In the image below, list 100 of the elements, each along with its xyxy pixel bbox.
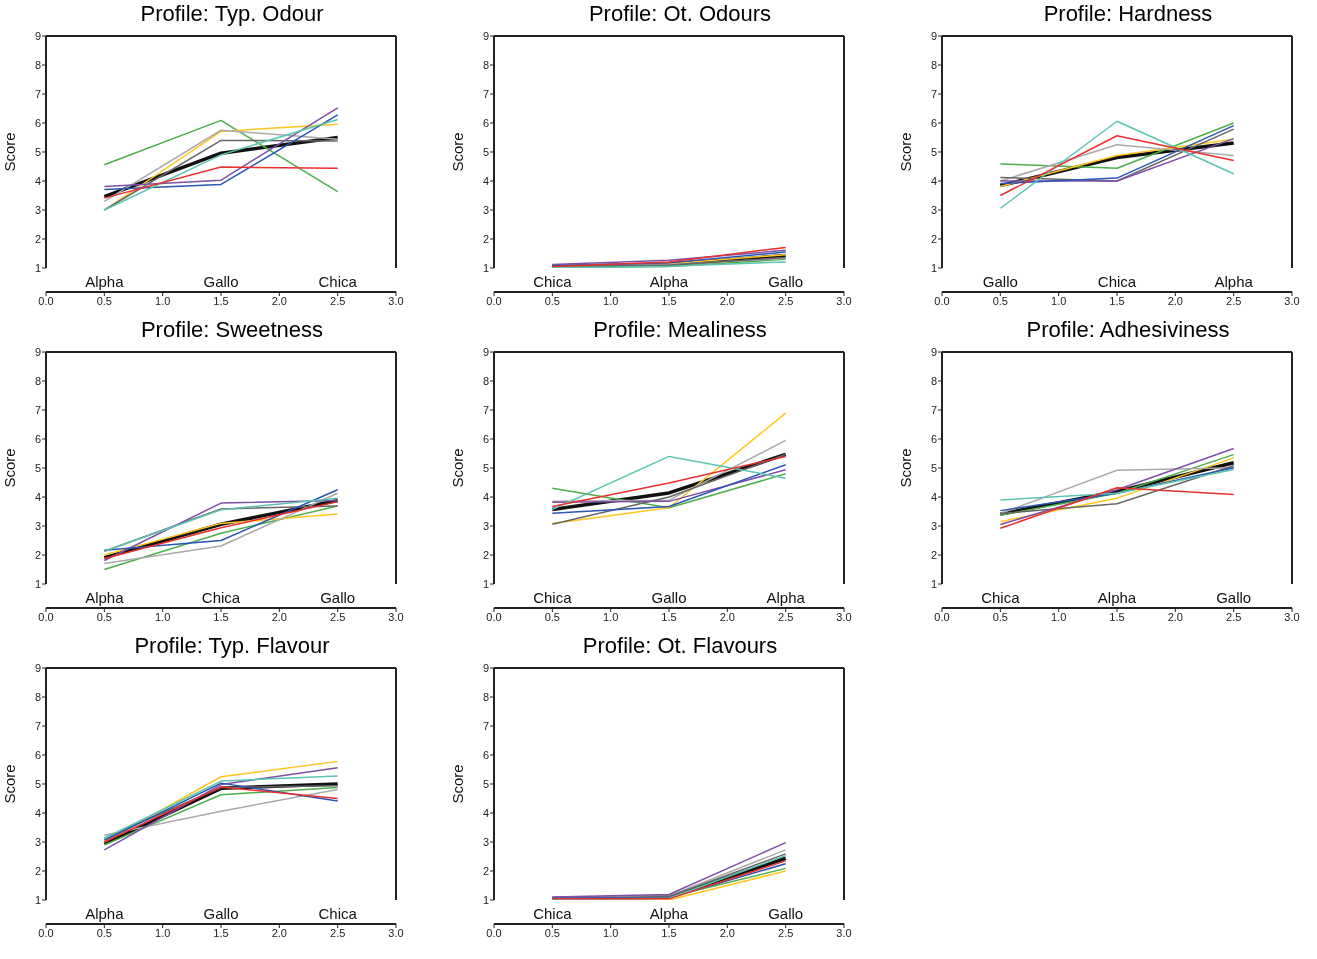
- y-tick-label: 7: [930, 87, 937, 100]
- y-tick-label: 2: [482, 548, 489, 561]
- y-tick-label: 1: [34, 261, 41, 274]
- y-tick-label: 9: [34, 29, 41, 42]
- chart-title: Profile: Ot. Flavours: [581, 632, 779, 660]
- x-tick-label: 2.5: [1226, 610, 1242, 623]
- x-tick-label: 2.5: [330, 610, 346, 623]
- chart-title: Profile: Hardness: [1042, 0, 1214, 28]
- text: Alpha: [649, 904, 689, 922]
- x-tick-label: 3.0: [388, 294, 404, 307]
- y-axis-title: Score: [897, 132, 915, 172]
- x-tick-label: 0.0: [38, 926, 54, 939]
- y-axis-title: Score: [1, 132, 19, 172]
- x-tick-label: 2.0: [1167, 610, 1183, 623]
- y-tick-label: 7: [482, 403, 489, 416]
- x-tick-label: 0.5: [544, 926, 560, 939]
- x-tick-label: 0.5: [992, 294, 1008, 307]
- y-tick-label: 5: [482, 145, 489, 158]
- x-tick-label: 2.5: [1226, 294, 1242, 307]
- y-tick-label: 8: [482, 374, 489, 387]
- y-tick-label: 4: [930, 174, 937, 187]
- x-tick-label: 1.0: [155, 294, 171, 307]
- x-tick-label: 0.0: [486, 610, 502, 623]
- y-tick-label: 8: [482, 58, 489, 71]
- y-axis-title: Score: [449, 764, 467, 804]
- text: Chica: [1097, 272, 1137, 290]
- x-tick-label: 3.0: [388, 610, 404, 623]
- y-tick-label: 8: [930, 58, 937, 71]
- text: Chica: [981, 588, 1021, 606]
- text: Gallo: [203, 272, 239, 290]
- x-tick-label: 0.5: [96, 294, 112, 307]
- text: Chica: [318, 272, 358, 290]
- x-tick-label: 2.0: [271, 610, 287, 623]
- text: Chica: [318, 904, 358, 922]
- y-tick-label: 5: [930, 461, 937, 474]
- text: Chica: [533, 272, 573, 290]
- y-tick-label: 6: [482, 432, 489, 445]
- y-tick-label: 7: [482, 87, 489, 100]
- y-axis-title: Score: [897, 448, 915, 488]
- y-tick-label: 3: [482, 519, 489, 532]
- x-tick-label: 0.0: [934, 294, 950, 307]
- x-tick-label: 3.0: [836, 610, 852, 623]
- x-tick-label: 2.5: [778, 294, 794, 307]
- y-tick-label: 4: [482, 806, 489, 819]
- x-tick-label: 1.5: [213, 610, 229, 623]
- y-tick-label: 5: [34, 461, 41, 474]
- y-tick-label: 2: [930, 232, 937, 245]
- text: Alpha: [649, 272, 689, 290]
- x-tick-label: 3.0: [1284, 294, 1300, 307]
- y-tick-label: 2: [34, 232, 41, 245]
- y-tick-label: 9: [930, 29, 937, 42]
- y-tick-label: 7: [482, 719, 489, 732]
- x-tick-label: 0.0: [486, 294, 502, 307]
- y-tick-label: 8: [930, 374, 937, 387]
- x-tick-label: 1.5: [1109, 610, 1125, 623]
- text: Alpha: [85, 272, 125, 290]
- x-tick-label: 0.0: [38, 610, 54, 623]
- y-tick-label: 5: [930, 145, 937, 158]
- y-tick-label: 1: [482, 577, 489, 590]
- y-tick-label: 4: [482, 174, 489, 187]
- y-tick-label: 8: [34, 374, 41, 387]
- y-tick-label: 9: [930, 345, 937, 358]
- text: Gallo: [651, 588, 687, 606]
- x-tick-label: 2.0: [271, 294, 287, 307]
- y-tick-label: 5: [482, 461, 489, 474]
- chart-title: Profile: Typ. Flavour: [133, 632, 331, 660]
- x-tick-label: 0.0: [486, 926, 502, 939]
- y-axis-title: Score: [449, 132, 467, 172]
- y-tick-label: 1: [482, 893, 489, 906]
- x-tick-label: 2.0: [719, 610, 735, 623]
- x-tick-label: 0.5: [544, 294, 560, 307]
- x-tick-label: 3.0: [836, 926, 852, 939]
- x-tick-label: 1.0: [155, 610, 171, 623]
- y-tick-label: 6: [482, 116, 489, 129]
- y-tick-label: 3: [482, 203, 489, 216]
- x-tick-label: 2.5: [778, 926, 794, 939]
- x-tick-label: 1.0: [1051, 294, 1067, 307]
- y-tick-label: 3: [930, 519, 937, 532]
- y-tick-label: 3: [34, 835, 41, 848]
- y-tick-label: 8: [34, 58, 41, 71]
- y-tick-label: 2: [482, 232, 489, 245]
- x-tick-label: 2.5: [778, 610, 794, 623]
- x-tick-label: 0.0: [934, 610, 950, 623]
- x-tick-label: 1.5: [661, 610, 677, 623]
- x-tick-label: 2.5: [330, 294, 346, 307]
- y-tick-label: 9: [482, 661, 489, 674]
- y-tick-label: 2: [930, 548, 937, 561]
- text: Gallo: [982, 272, 1018, 290]
- y-tick-label: 6: [930, 432, 937, 445]
- y-tick-label: 1: [34, 577, 41, 590]
- text: Gallo: [320, 588, 356, 606]
- x-tick-label: 1.5: [213, 926, 229, 939]
- chart-title: Profile: Sweetness: [139, 316, 325, 344]
- text: Alpha: [1097, 588, 1137, 606]
- y-tick-label: 8: [482, 690, 489, 703]
- x-tick-label: 3.0: [836, 294, 852, 307]
- text: Gallo: [203, 904, 239, 922]
- y-tick-label: 4: [930, 490, 937, 503]
- y-tick-label: 3: [34, 519, 41, 532]
- chart-title: Profile: Mealiness: [592, 316, 768, 344]
